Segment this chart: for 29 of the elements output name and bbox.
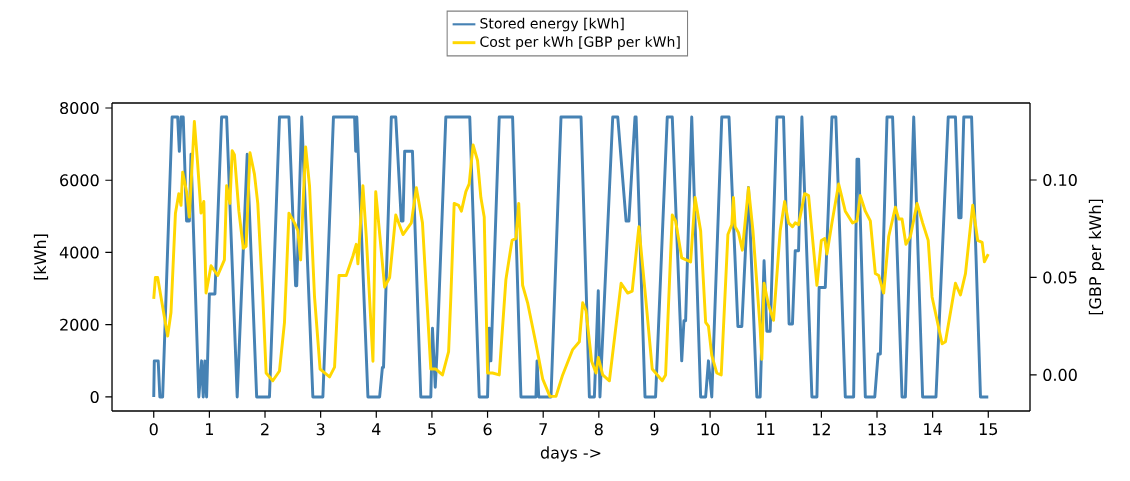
y2-axis-title: [GBP per kWh] [1088,199,1105,315]
y-axis-title: [kWh] [33,234,49,280]
legend-label: Cost per kWh [GBP per kWh] [480,36,680,50]
x-tick-label: 9 [650,423,659,436]
x-tick-label: 13 [868,423,886,436]
y2-tick-label: 0.10 [1043,173,1077,187]
x-tick-label: 6 [483,423,492,436]
x-tick-label: 7 [539,423,547,435]
x-tick-label: 11 [757,423,775,435]
x-tick-label: 8 [594,423,603,436]
x-tick-label: 3 [316,423,325,436]
y2-tick-label: 0.05 [1043,271,1077,284]
y-tick-label: 0 [90,390,99,404]
x-tick-label: 12 [812,423,830,436]
y2-tick-label: 0.00 [1043,368,1077,381]
x-tick-label: 5 [428,423,436,436]
y-tick-label: 6000 [60,174,99,187]
x-tick-label: 1 [206,423,213,435]
x-tick-label: 0 [149,423,158,436]
x-tick-label: 10 [701,423,720,436]
y-tick-label: 4000 [59,246,99,259]
x-tick-label: 14 [924,423,942,435]
x-tick-label: 4 [371,423,381,435]
legend-label: Stored energy [kWh] [480,17,624,32]
x-tick-label: 2 [261,423,269,436]
y-tick-label: 8000 [60,101,99,115]
x-axis-title: days -> [540,446,601,462]
x-tick-label: 15 [979,423,998,436]
y-tick-label: 2000 [60,318,99,331]
